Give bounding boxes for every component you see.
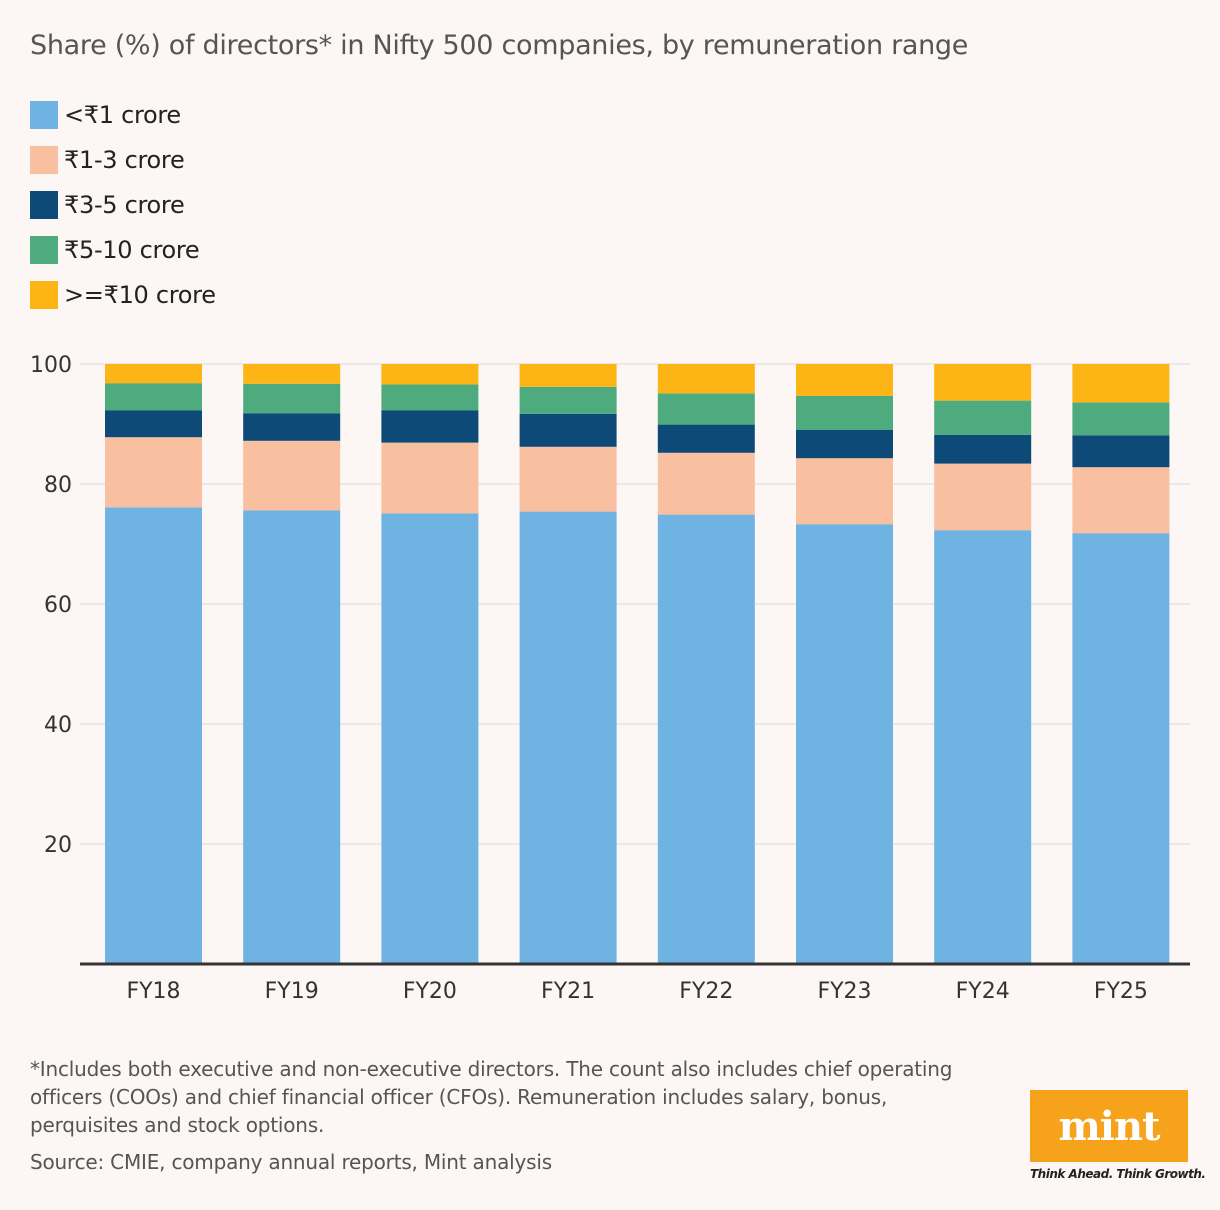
legend-swatch bbox=[30, 190, 58, 219]
bar-segment bbox=[381, 384, 479, 411]
bar-segment bbox=[105, 437, 202, 508]
bar-segment bbox=[934, 463, 1032, 531]
bar-segment bbox=[243, 440, 341, 511]
bar-segment bbox=[657, 364, 755, 394]
bar-segment bbox=[796, 364, 893, 396]
y-tick-label: 20 bbox=[44, 833, 72, 858]
bar-segment bbox=[105, 507, 202, 964]
bar-segment bbox=[381, 442, 479, 514]
mint-logo: mint bbox=[1030, 1090, 1188, 1162]
legend-swatch bbox=[30, 100, 58, 129]
bar-segment bbox=[657, 424, 755, 453]
bar-segment bbox=[796, 395, 893, 430]
bar-segment bbox=[934, 434, 1032, 464]
x-tick-label: FY22 bbox=[679, 979, 733, 1004]
logo-text: mint bbox=[1058, 1102, 1160, 1150]
legend-swatch bbox=[30, 235, 58, 264]
footnote: *Includes both executive and non-executi… bbox=[30, 1057, 953, 1137]
bar-segment bbox=[519, 446, 617, 512]
bar-segment bbox=[381, 364, 479, 385]
legend-swatch bbox=[30, 145, 58, 174]
bar-segment bbox=[105, 364, 202, 384]
legend-item: >=₹10 crore bbox=[30, 272, 216, 317]
x-tick-label: FY20 bbox=[403, 979, 457, 1004]
bar-segment bbox=[519, 364, 617, 387]
bar-segment bbox=[519, 511, 617, 964]
chart-title: Share (%) of directors* in Nifty 500 com… bbox=[30, 30, 969, 61]
bar-segment bbox=[243, 510, 341, 964]
legend-item: ₹3-5 crore bbox=[30, 182, 216, 227]
bar-segment bbox=[105, 383, 202, 411]
bar-segment bbox=[934, 530, 1032, 964]
x-tick-label: FY19 bbox=[265, 979, 319, 1004]
legend-label: ₹1-3 crore bbox=[64, 145, 185, 174]
x-tick-label: FY23 bbox=[817, 979, 871, 1004]
legend-item: <₹1 crore bbox=[30, 92, 216, 137]
bar-segment bbox=[243, 364, 341, 384]
legend-item: ₹5-10 crore bbox=[30, 227, 216, 272]
legend-label: ₹5-10 crore bbox=[64, 235, 200, 264]
bar-segment bbox=[657, 452, 755, 515]
bar-segment bbox=[657, 393, 755, 425]
bar-segment bbox=[381, 410, 479, 443]
bar-segment bbox=[934, 400, 1032, 435]
x-tick-label: FY18 bbox=[126, 979, 180, 1004]
legend: <₹1 crore ₹1-3 crore ₹3-5 crore ₹5-10 cr… bbox=[30, 92, 216, 317]
bar-segment bbox=[381, 513, 479, 964]
source-note: Source: CMIE, company annual reports, Mi… bbox=[30, 1150, 552, 1174]
bar-segment bbox=[1072, 435, 1170, 468]
y-tick-label: 60 bbox=[44, 593, 72, 618]
stacked-bar-chart: 20 40 60 80 100 FY18 FY19 FY20 FY21 FY22 FY23 FY24 F… bbox=[30, 353, 1190, 1004]
bar-segment bbox=[796, 524, 893, 964]
bar-segment bbox=[519, 386, 617, 414]
legend-label: ₹3-5 crore bbox=[64, 190, 185, 219]
legend-label: >=₹10 crore bbox=[64, 280, 216, 309]
bar-segment bbox=[105, 410, 202, 438]
x-tick-label: FY24 bbox=[956, 979, 1010, 1004]
y-tick-label: 80 bbox=[44, 473, 72, 498]
y-tick-label: 40 bbox=[44, 713, 72, 738]
bar-segment bbox=[243, 383, 341, 414]
bar-segment bbox=[1072, 364, 1170, 403]
bar-segment bbox=[1072, 402, 1170, 436]
bar-segment bbox=[1072, 467, 1170, 534]
x-tick-label: FY25 bbox=[1094, 979, 1148, 1004]
bar-segment bbox=[1072, 533, 1170, 964]
legend-item: ₹1-3 crore bbox=[30, 137, 216, 182]
legend-label: <₹1 crore bbox=[64, 100, 181, 129]
bar-segment bbox=[657, 514, 755, 964]
bar-segment bbox=[796, 430, 893, 459]
bar-segment bbox=[796, 458, 893, 525]
logo-tagline: Think Ahead. Think Growth. bbox=[1030, 1167, 1206, 1181]
y-tick-label: 100 bbox=[30, 353, 72, 378]
bar-segment bbox=[519, 413, 617, 447]
legend-swatch bbox=[30, 280, 58, 309]
bar-segment bbox=[243, 413, 341, 441]
x-tick-label: FY21 bbox=[541, 979, 595, 1004]
bar-segment bbox=[934, 364, 1032, 401]
